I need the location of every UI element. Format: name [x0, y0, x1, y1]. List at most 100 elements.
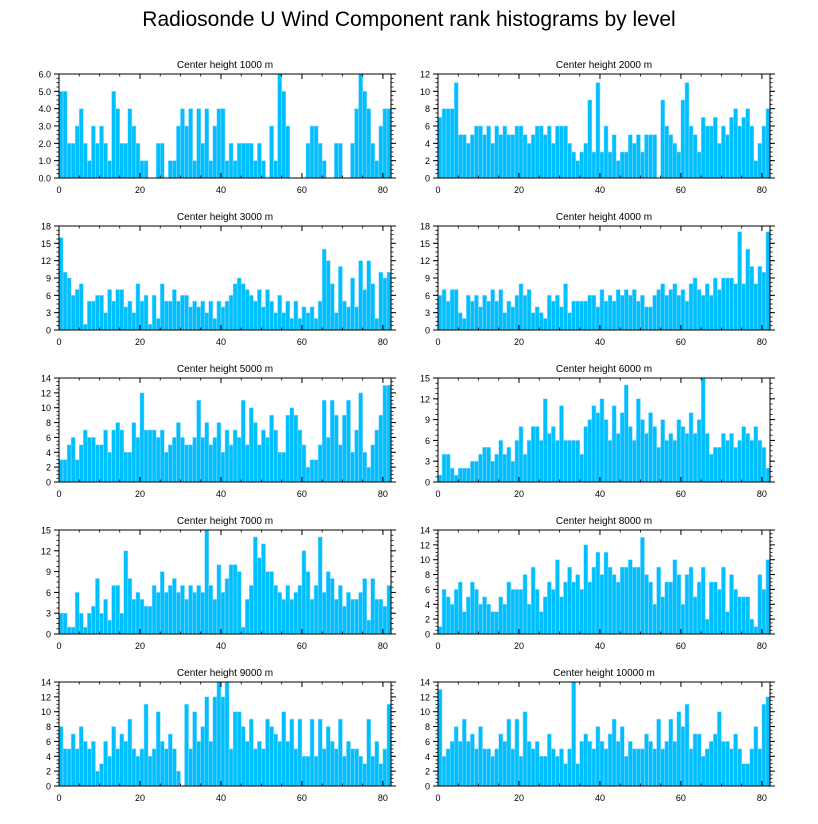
histogram-bar — [470, 300, 475, 331]
histogram-bar — [462, 318, 467, 331]
histogram-bar — [66, 626, 72, 635]
histogram-bar — [317, 536, 323, 635]
histogram-bar — [119, 289, 125, 331]
histogram-bar — [607, 733, 613, 787]
histogram-bar — [200, 143, 206, 179]
histogram-bar — [220, 592, 226, 635]
histogram-bar — [135, 283, 141, 331]
histogram-bar — [636, 300, 641, 331]
histogram-bar — [453, 474, 459, 483]
histogram-bar — [733, 283, 738, 331]
histogram-bar — [522, 295, 528, 331]
panel-title: Center height 7000 m — [177, 516, 273, 527]
histogram-bar — [745, 596, 751, 635]
histogram-bar — [506, 134, 512, 179]
histogram-bar — [261, 306, 266, 331]
y-tick-label: 9 — [425, 415, 430, 425]
histogram-bar — [216, 108, 222, 179]
y-tick-label: 9 — [425, 274, 430, 284]
histogram-bar — [228, 564, 234, 635]
histogram-bar — [99, 763, 104, 787]
histogram-bar — [547, 433, 552, 483]
x-tick-label: 60 — [297, 489, 307, 499]
histogram-bar — [498, 134, 504, 179]
histogram-bar — [309, 599, 315, 635]
histogram-bar — [506, 581, 512, 635]
histogram-bar — [78, 444, 84, 483]
histogram-bar — [184, 125, 189, 179]
histogram-bar — [208, 585, 214, 635]
histogram-bar — [765, 559, 771, 635]
histogram-bar — [159, 143, 165, 179]
histogram-bar — [325, 726, 331, 787]
histogram-bar — [342, 300, 347, 331]
histogram-bar — [522, 574, 528, 635]
histogram-bar — [494, 611, 499, 635]
histogram-bar — [453, 289, 459, 331]
histogram-bar — [680, 604, 686, 635]
y-tick-label: 6 — [46, 433, 51, 443]
histogram-bar — [502, 312, 508, 331]
histogram-bar — [204, 529, 210, 635]
histogram-bar — [184, 295, 189, 331]
histogram-bar — [457, 581, 463, 635]
histogram-bar — [660, 99, 665, 179]
histogram-bar — [204, 696, 210, 787]
histogram-bar — [543, 756, 548, 787]
histogram-bar — [761, 271, 767, 331]
histogram-bar — [595, 726, 601, 787]
panel-title: Center height 10000 m — [553, 668, 655, 679]
histogram-bar — [346, 400, 351, 483]
histogram-bar — [135, 437, 141, 483]
panel-title: Center height 4000 m — [556, 212, 652, 223]
histogram-bar — [757, 574, 763, 635]
histogram-bar — [313, 756, 319, 787]
histogram-bar — [74, 592, 80, 635]
histogram-bar — [437, 474, 443, 483]
histogram-bar — [441, 289, 447, 331]
x-tick-label: 40 — [595, 793, 605, 803]
y-tick-label: 0 — [425, 782, 430, 792]
histogram-bar — [530, 748, 536, 787]
histogram-bar — [172, 437, 177, 483]
histogram-bar — [725, 611, 730, 635]
histogram-bar — [449, 467, 455, 483]
histogram-bar — [579, 300, 585, 331]
histogram-bar — [317, 300, 323, 331]
histogram-bar — [595, 82, 601, 179]
histogram-bar — [619, 726, 625, 787]
histogram-bar — [257, 444, 262, 483]
histogram-bar — [474, 589, 479, 635]
histogram-bar — [111, 300, 116, 331]
histogram-bar — [354, 306, 359, 331]
histogram-bar — [555, 756, 560, 787]
histogram-bar — [745, 433, 751, 483]
histogram-bar — [664, 295, 670, 331]
histogram-bar — [571, 300, 576, 331]
histogram-bar — [660, 419, 665, 483]
histogram-bar — [269, 414, 274, 483]
histogram-bar — [547, 733, 552, 787]
histogram-bar — [155, 592, 161, 635]
histogram-bar — [700, 377, 706, 483]
histogram-bar — [721, 566, 726, 635]
y-tick-label: 4 — [46, 752, 51, 762]
histogram-bar — [159, 429, 165, 483]
histogram-bar — [437, 117, 443, 179]
y-tick-label: 4 — [425, 752, 430, 762]
y-tick-label: 12 — [420, 70, 430, 80]
histogram-bar — [591, 295, 597, 331]
histogram-bar — [587, 741, 593, 787]
y-tick-label: 10 — [420, 87, 430, 97]
histogram-bar — [611, 574, 617, 635]
histogram-panel: Center height 9000 m 0 2 4 6 8 10 12 14 0 20 40 60 80 — [41, 668, 396, 803]
histogram-bar — [366, 619, 372, 635]
histogram-bar — [692, 433, 698, 483]
histogram-bar — [188, 108, 193, 179]
histogram-bar — [615, 581, 621, 635]
histogram-bar — [632, 748, 637, 787]
histogram-bar — [269, 726, 274, 787]
histogram-bar — [309, 459, 315, 483]
x-tick-label: 60 — [297, 185, 307, 195]
